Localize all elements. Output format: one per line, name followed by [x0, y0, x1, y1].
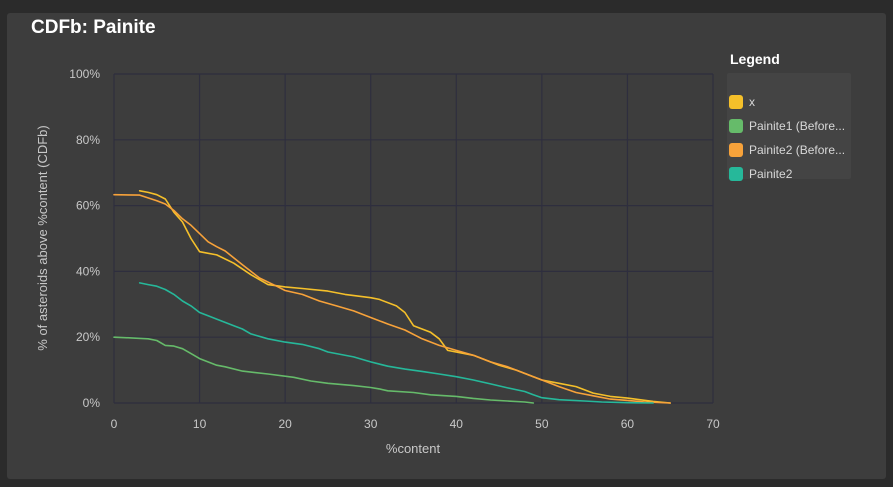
- legend-item-painite2-before[interactable]: Painite2 (Before...: [729, 142, 849, 158]
- x-axis-label: %content: [386, 441, 441, 456]
- legend-title: Legend: [730, 51, 780, 67]
- y-axis-ticks: 0% 20% 40% 60% 80% 100%: [69, 67, 100, 410]
- y-tick-label: 20%: [76, 330, 100, 344]
- legend-swatch: [729, 167, 743, 181]
- y-tick-label: 60%: [76, 199, 100, 213]
- legend-item-x[interactable]: x: [729, 94, 849, 110]
- y-axis-label: % of asteroids above %content (CDFb): [35, 125, 50, 350]
- series-line-1: [113, 336, 535, 404]
- chart-title: CDFb: Painite: [31, 17, 156, 38]
- legend-item-painite2[interactable]: Painite2: [729, 166, 849, 182]
- series-line-0: [138, 190, 672, 404]
- legend-item-painite1-before[interactable]: Painite1 (Before...: [729, 118, 849, 134]
- legend-label: Painite1 (Before...: [749, 119, 846, 133]
- series-lines: [113, 190, 672, 404]
- legend-swatch: [729, 119, 743, 133]
- x-tick-label: 50: [535, 417, 549, 431]
- x-tick-label: 40: [450, 417, 464, 431]
- legend-swatch: [729, 95, 743, 109]
- legend-label: x: [749, 95, 755, 109]
- legend-label: Painite2 (Before...: [749, 143, 846, 157]
- series-line-3: [138, 282, 654, 404]
- x-tick-label: 20: [278, 417, 292, 431]
- series-line-2: [113, 193, 672, 404]
- legend-label: Painite2: [749, 167, 793, 181]
- x-tick-label: 30: [364, 417, 378, 431]
- x-tick-label: 70: [706, 417, 720, 431]
- legend: Legend x Painite1 (Before... Painite2 (B…: [727, 51, 851, 182]
- x-tick-label: 10: [193, 417, 207, 431]
- y-tick-label: 0%: [83, 396, 101, 410]
- y-tick-label: 80%: [76, 133, 100, 147]
- y-tick-label: 100%: [69, 67, 100, 81]
- x-axis-ticks: 0 10 20 30 40 50 60 70: [111, 417, 720, 431]
- x-tick-label: 0: [111, 417, 118, 431]
- legend-swatch: [729, 143, 743, 157]
- y-tick-label: 40%: [76, 264, 100, 278]
- x-tick-label: 60: [621, 417, 635, 431]
